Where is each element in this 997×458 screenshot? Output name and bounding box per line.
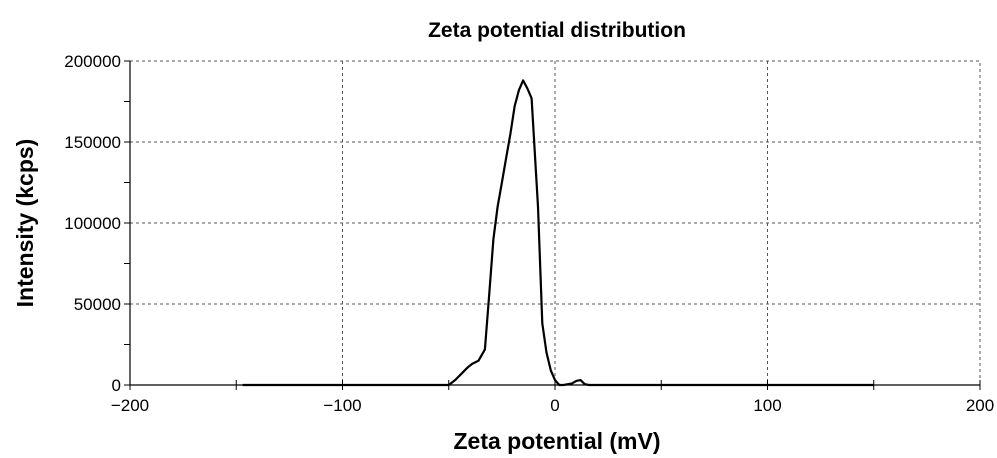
grid bbox=[130, 60, 980, 385]
y-tick-label: 100000 bbox=[64, 214, 121, 233]
y-tick-label: 150000 bbox=[64, 133, 121, 152]
x-tick-label: 0 bbox=[550, 396, 559, 415]
x-axis-title: Zeta potential (mV) bbox=[453, 428, 660, 454]
axes bbox=[124, 60, 981, 390]
distribution-line bbox=[242, 79, 874, 387]
y-axis-title: Intensity (kcps) bbox=[12, 139, 38, 308]
x-tick-label: 200 bbox=[966, 396, 994, 415]
x-tick-label: 100 bbox=[753, 396, 781, 415]
chart-title: Zeta potential distribution bbox=[428, 19, 686, 42]
x-tick-label: −100 bbox=[323, 396, 361, 415]
y-tick-label: 200000 bbox=[64, 52, 121, 71]
tick-labels: 0 50000 100000 150000 200000 −200 −100 0 100 200 bbox=[64, 52, 994, 415]
series-layer bbox=[242, 79, 874, 387]
y-tick-label: 0 bbox=[112, 376, 121, 395]
y-tick-label: 50000 bbox=[74, 295, 121, 314]
x-tick-label: −200 bbox=[111, 396, 149, 415]
